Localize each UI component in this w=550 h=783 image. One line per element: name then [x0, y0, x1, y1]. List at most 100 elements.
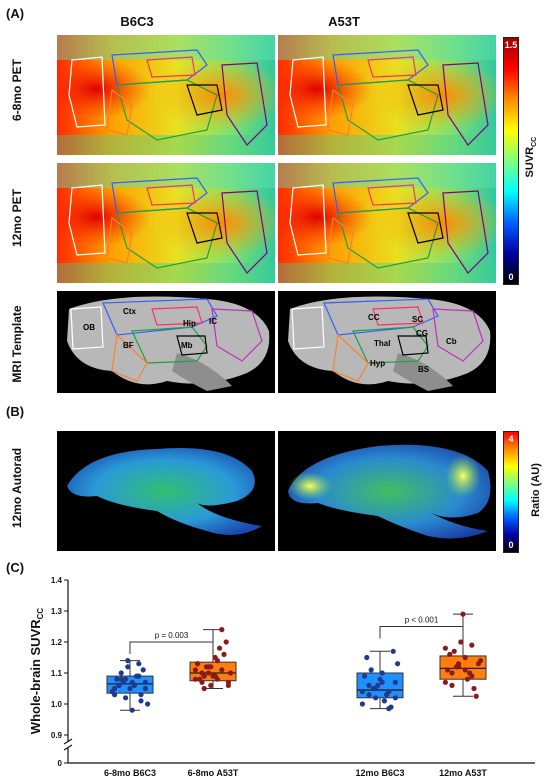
- data-point-1-14: [210, 673, 216, 679]
- data-point-2-14: [377, 676, 383, 682]
- data-point-1-10: [221, 651, 227, 657]
- data-point-1-4: [219, 667, 225, 673]
- pet-image-a53t-6-8mo: [278, 35, 496, 155]
- pet-image-b6c3-12mo: [57, 163, 275, 283]
- data-point-3-14: [460, 611, 466, 617]
- data-point-2-20: [379, 670, 385, 676]
- data-point-0-22: [142, 679, 148, 685]
- x-category-label-1: 6-8mo A53T: [188, 768, 239, 778]
- data-point-0-25: [125, 658, 131, 664]
- pet-colorbar-title: SUVRCC: [524, 122, 538, 192]
- data-point-0-24: [118, 676, 124, 682]
- data-point-2-13: [370, 685, 376, 692]
- data-point-2-12: [364, 654, 370, 661]
- data-point-3-10: [471, 685, 477, 692]
- mri-template-right: CC SC CG Thal Cb Hyp BS: [278, 291, 496, 393]
- data-point-1-0: [192, 676, 198, 682]
- y-tick-label-1: 1.0: [51, 700, 63, 709]
- panel-b-label: (B): [6, 404, 25, 419]
- data-point-0-27: [138, 692, 144, 698]
- pet-colorbar-title-main: SUVR: [523, 146, 536, 178]
- data-point-3-1: [449, 670, 455, 676]
- data-point-2-18: [366, 682, 372, 688]
- row-label-autorad: 12mo Autorad: [10, 447, 24, 529]
- data-point-2-17: [359, 689, 365, 695]
- data-point-0-11: [145, 701, 151, 707]
- pet-image-b6c3-6-8mo: [57, 35, 275, 155]
- mri-label-bf: BF: [123, 341, 134, 350]
- row-label-mri: MRI Template: [10, 305, 24, 383]
- data-point-1-18: [199, 679, 205, 685]
- y-axis-break-mark-2: [63, 744, 73, 751]
- x-category-label-2: 12mo B6C3: [355, 768, 404, 778]
- p-value-label-0: p = 0.003: [155, 631, 189, 640]
- x-category-label-3: 12mo A53T: [439, 768, 487, 778]
- mri-brain-left: [67, 296, 270, 391]
- data-point-1-8: [208, 682, 214, 688]
- data-point-2-1: [366, 692, 372, 698]
- mri-label-ic: IC: [209, 317, 217, 326]
- data-point-1-13: [203, 664, 209, 670]
- pet-colorbar-min: 0: [508, 272, 514, 282]
- mri-label-hip: Hip: [183, 319, 196, 328]
- y-axis-label: Whole-brain SUVRCC: [28, 608, 45, 735]
- data-point-2-7: [368, 667, 374, 673]
- mri-label-thal: Thal: [374, 339, 391, 348]
- box-1: [189, 661, 237, 682]
- row-label-pet-12mo: 12mo PET: [10, 188, 24, 248]
- mri-label-ctx: Ctx: [123, 307, 136, 316]
- y-tick-label-0: 0.9: [51, 731, 63, 740]
- mri-label-sc: SC: [412, 315, 424, 324]
- significance-bracket-1: [379, 626, 464, 639]
- data-point-2-9: [381, 698, 387, 704]
- data-point-0-12: [114, 676, 120, 682]
- box-plot-chart: Whole-brain SUVRCC 0.9 1.0 1.1 1.2 1.3 1.4 0 6-…: [28, 576, 535, 778]
- y-tick-label-2: 1.1: [51, 669, 63, 678]
- data-point-2-6: [362, 673, 368, 679]
- data-point-3-21: [469, 642, 475, 648]
- mri-label-ob: OB: [83, 323, 95, 332]
- data-point-2-0: [359, 701, 365, 707]
- y-axis-break-mark-1: [63, 738, 73, 745]
- mri-label-cg: CG: [416, 329, 428, 338]
- autorad-colorbar: 4 0: [503, 431, 519, 553]
- data-point-2-15: [384, 692, 390, 698]
- data-point-3-17: [442, 645, 448, 651]
- data-point-2-22: [392, 679, 398, 685]
- data-point-3-11: [478, 658, 484, 664]
- data-point-2-19: [373, 695, 379, 701]
- autorad-image-b6c3: [57, 431, 275, 551]
- data-point-2-11: [395, 661, 401, 667]
- data-point-1-16: [223, 639, 229, 645]
- p-value-label-1: p < 0.001: [405, 616, 439, 625]
- y-tick-label-5: 1.4: [51, 576, 63, 585]
- y-tick-label-3: 1.2: [51, 638, 63, 647]
- data-point-0-19: [123, 695, 129, 701]
- data-point-1-26: [214, 676, 220, 682]
- data-point-0-23: [112, 685, 118, 692]
- data-point-0-15: [134, 673, 140, 679]
- panel-a-label: (A): [6, 6, 25, 21]
- data-point-3-0: [442, 679, 448, 685]
- data-point-0-5: [142, 685, 148, 692]
- x-category-label-0: 6-8mo B6C3: [104, 768, 156, 778]
- data-point-1-11: [228, 670, 234, 676]
- data-point-3-16: [473, 693, 479, 699]
- data-point-1-15: [217, 645, 223, 651]
- data-point-3-20: [462, 667, 468, 673]
- column-header-b6c3: B6C3: [120, 14, 154, 29]
- data-point-1-24: [201, 673, 207, 679]
- data-point-0-18: [116, 682, 122, 688]
- data-point-0-10: [138, 698, 144, 704]
- data-point-1-25: [208, 664, 214, 670]
- autorad-colorbar-max: 4: [508, 434, 514, 444]
- mri-brain-right: [288, 296, 491, 391]
- data-point-0-20: [129, 707, 135, 713]
- data-point-0-14: [127, 685, 133, 692]
- data-point-2-5: [392, 695, 398, 701]
- data-point-3-9: [464, 676, 470, 682]
- data-point-1-20: [212, 654, 218, 661]
- data-point-0-8: [125, 664, 131, 670]
- mri-template-left: OB Ctx Hip IC BF Mb: [57, 291, 275, 393]
- data-point-0-21: [136, 661, 142, 667]
